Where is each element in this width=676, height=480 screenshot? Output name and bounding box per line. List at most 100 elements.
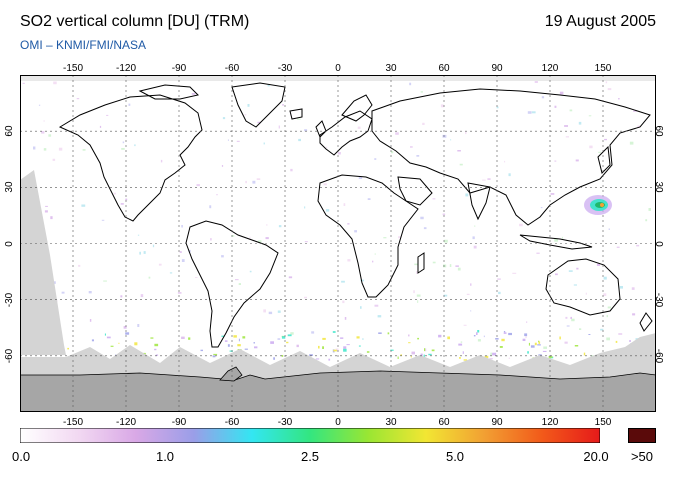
- so2-noise-speck: [266, 224, 268, 226]
- so2-noise-speck: [575, 159, 579, 162]
- so2-noise-speck: [499, 346, 503, 348]
- tick-bottom-label: -90: [171, 417, 187, 428]
- so2-noise-speck: [140, 294, 144, 298]
- so2-noise-speck: [53, 281, 56, 284]
- so2-noise-speck: [258, 240, 262, 243]
- so2-noise-speck: [608, 228, 610, 230]
- so2-noise-speck: [78, 264, 81, 267]
- so2-noise-speck: [125, 198, 128, 201]
- colorbar-tick-label: 0.0: [12, 449, 31, 464]
- so2-noise-speck: [444, 239, 448, 243]
- so2-noise-speck: [155, 354, 159, 356]
- so2-noise-speck: [191, 93, 196, 95]
- south-america: [185, 220, 279, 348]
- so2-noise-speck: [543, 346, 547, 349]
- so2-noise-speck: [522, 338, 526, 341]
- so2-noise-speck: [483, 335, 485, 338]
- so2-noise-speck: [212, 355, 216, 358]
- so2-noise-speck: [395, 132, 399, 135]
- so2-noise-speck: [526, 321, 528, 323]
- so2-noise-speck: [566, 325, 570, 327]
- map-subtitle: OMI – KNMI/FMI/NASA: [20, 38, 147, 52]
- so2-noise-speck: [565, 136, 569, 138]
- so2-noise-speck: [462, 351, 464, 354]
- colorbar-tick-label: 5.0: [445, 449, 465, 464]
- so2-noise-speck: [200, 349, 203, 352]
- so2-noise-speck: [477, 339, 481, 342]
- coastlines: [58, 82, 653, 348]
- so2-noise-speck: [257, 121, 261, 124]
- so2-noise-speck: [540, 207, 543, 209]
- so2-noise-speck: [347, 259, 351, 262]
- so2-noise-speck: [470, 310, 472, 312]
- so2-noise-speck: [487, 178, 491, 180]
- iceland: [289, 108, 303, 120]
- so2-noise-speck: [455, 265, 459, 267]
- so2-noise-speck: [548, 356, 553, 358]
- so2-noise-speck: [358, 176, 363, 179]
- so2-noise-speck: [420, 353, 423, 356]
- so2-noise-speck: [106, 336, 111, 339]
- so2-noise-speck: [110, 345, 114, 347]
- so2-noise-speck: [323, 183, 327, 186]
- so2-noise-speck: [247, 104, 250, 107]
- so2-noise-speck: [519, 223, 523, 227]
- so2-noise-speck: [137, 234, 140, 236]
- so2-noise-speck: [152, 244, 155, 248]
- so2-noise-speck: [374, 158, 377, 160]
- so2-noise-speck: [578, 121, 582, 125]
- so2-noise-speck: [38, 104, 41, 106]
- so2-noise-speck: [277, 310, 281, 313]
- so2-noise-speck: [600, 328, 604, 331]
- tick-bottom-label: -60: [224, 417, 240, 428]
- colorbar-tick-label: 1.0: [155, 449, 175, 464]
- tick-left-label: 30: [4, 181, 15, 193]
- so2-noise-speck: [113, 192, 116, 195]
- so2-noise-speck: [134, 342, 138, 346]
- greenland: [231, 82, 286, 128]
- so2-noise-speck: [606, 315, 608, 318]
- japan: [597, 145, 611, 174]
- so2-noise-speck: [270, 341, 274, 344]
- so2-hotspot-peak: [600, 203, 604, 207]
- so2-noise-speck: [297, 118, 301, 120]
- so2-noise-speck: [408, 334, 410, 337]
- so2-noise-speck: [347, 223, 350, 225]
- so2-noise-speck: [378, 332, 382, 334]
- so2-noise-speck: [606, 337, 610, 341]
- so2-noise-speck: [428, 353, 432, 356]
- so2-noise-speck: [618, 98, 620, 100]
- so2-noise-speck: [288, 276, 293, 279]
- so2-noise-speck: [476, 332, 478, 335]
- so2-noise-speck: [181, 259, 185, 262]
- so2-noise-speck: [637, 125, 640, 128]
- so2-noise-speck: [67, 347, 69, 350]
- so2-noise-speck: [447, 336, 450, 340]
- so2-noise-speck: [489, 358, 493, 360]
- so2-noise-speck: [154, 343, 159, 347]
- so2-noise-speck: [337, 152, 341, 155]
- so2-noise-speck: [290, 332, 294, 335]
- so2-noise-speck: [397, 356, 399, 359]
- europe: [319, 110, 373, 156]
- so2-noise-speck: [229, 350, 233, 352]
- so2-noise-speck: [101, 219, 105, 221]
- so2-noise-speck: [344, 317, 347, 320]
- so2-noise-speck: [555, 273, 558, 276]
- so2-noise-speck: [484, 355, 489, 358]
- so2-noise-speck: [22, 82, 25, 84]
- so2-noise-speck: [498, 291, 501, 295]
- so2-noise-speck: [181, 336, 185, 339]
- so2-noise-speck: [58, 147, 63, 151]
- tick-bottom-label: -120: [115, 417, 137, 428]
- so2-noise-speck: [603, 276, 607, 280]
- so2-noise-speck: [340, 337, 344, 339]
- so2-noise-speck: [482, 179, 486, 181]
- so2-noise-speck: [263, 142, 265, 145]
- so2-noise-speck: [589, 145, 593, 149]
- so2-noise-speck: [33, 146, 36, 150]
- so2-noise-speck: [335, 348, 339, 352]
- so2-noise-speck: [263, 309, 266, 313]
- so2-noise-speck: [210, 238, 212, 241]
- tick-bottom-label: -30: [277, 417, 293, 428]
